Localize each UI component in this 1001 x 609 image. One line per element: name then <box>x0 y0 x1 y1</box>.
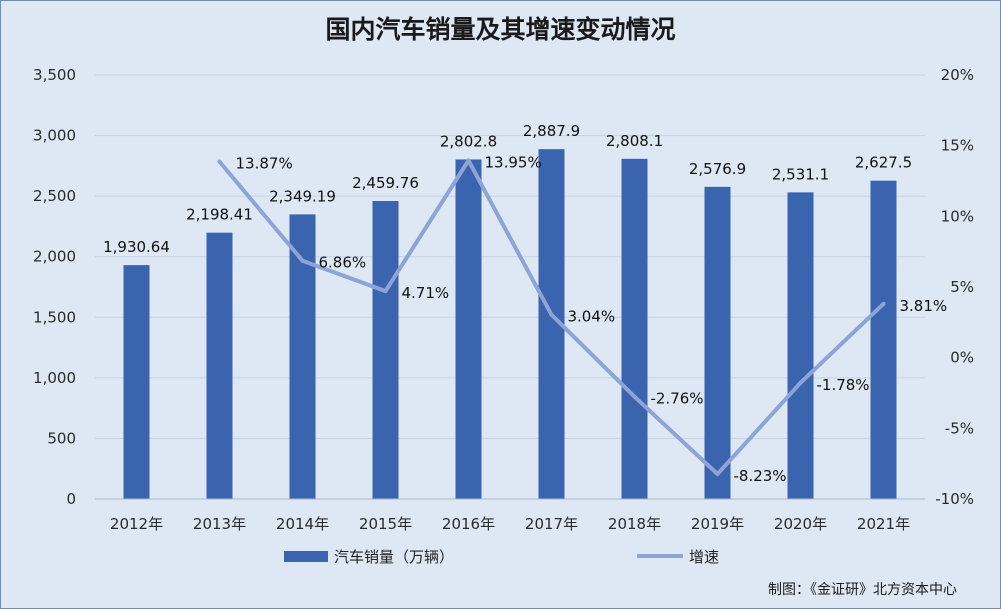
line-point <box>881 301 886 306</box>
right-tick-label: -5% <box>945 419 974 437</box>
line-point <box>632 394 637 399</box>
line-point <box>217 159 222 164</box>
line-data-label: 4.71% <box>402 284 450 302</box>
x-tick-label: 2021年 <box>857 515 910 533</box>
x-axis: 2012年 2013年 2014年 2015年 2016年 2017年 2018年 2019年… <box>95 498 925 533</box>
left-tick-label: 3,000 <box>33 127 76 145</box>
line-data-label: 3.81% <box>900 297 948 315</box>
legend-bar-label: 汽车销量（万辆） <box>334 548 454 566</box>
x-tick-label: 2012年 <box>110 515 163 533</box>
left-tick-label: 3,500 <box>33 66 76 84</box>
bar <box>621 158 648 500</box>
bar-data-label: 2,576.9 <box>689 160 746 178</box>
bar-data-label: 2,531.1 <box>772 165 829 183</box>
chart-title: 国内汽车销量及其增速变动情况 <box>325 15 676 44</box>
line-data-label: 13.95% <box>485 154 542 172</box>
credit-note: 制图：《金证研》北方资本中心 <box>768 582 957 598</box>
bar <box>123 265 150 499</box>
bar-data-label: 2,627.5 <box>855 154 912 172</box>
bar-data-label: 2,459.76 <box>352 174 419 192</box>
line-point <box>466 158 471 163</box>
line-point <box>715 471 720 476</box>
line-point <box>383 289 388 294</box>
bar <box>372 201 399 499</box>
left-tick-label: 0 <box>66 490 76 508</box>
bar-data-labels: 1,930.64 2,198.41 2,349.19 2,459.76 2,802.8 2… <box>103 122 912 256</box>
line-point <box>300 258 305 263</box>
left-tick-label: 2,500 <box>33 187 76 205</box>
x-tick-label: 2015年 <box>359 515 412 533</box>
right-tick-label: 20% <box>941 66 974 84</box>
left-tick-label: 2,000 <box>33 248 76 266</box>
right-axis: -10% -5% 0% 5% 10% 15% 20% <box>935 66 974 508</box>
line-data-label: 3.04% <box>568 308 616 326</box>
bar-series <box>123 149 897 500</box>
line-point <box>798 380 803 385</box>
left-tick-label: 500 <box>47 429 76 447</box>
bar-data-label: 2,198.41 <box>186 206 253 224</box>
bar <box>787 192 814 500</box>
bar-data-label: 1,930.64 <box>103 238 170 256</box>
x-tick-label: 2014年 <box>276 515 329 533</box>
right-tick-label: 15% <box>941 137 974 155</box>
left-tick-label: 1,000 <box>33 369 76 387</box>
line-data-label: 6.86% <box>319 254 367 272</box>
line-point <box>549 312 554 317</box>
line-data-label: 13.87% <box>236 155 293 173</box>
bar <box>870 180 897 499</box>
line-data-label: -1.78% <box>817 376 870 394</box>
x-tick-label: 2019年 <box>691 515 744 533</box>
right-tick-label: 0% <box>950 349 974 367</box>
grid-layer <box>95 74 925 500</box>
legend: 汽车销量（万辆） 增速 <box>284 548 719 566</box>
line-data-label: -2.76% <box>651 390 704 408</box>
right-tick-label: 5% <box>950 278 974 296</box>
bar-data-label: 2,802.8 <box>440 132 497 150</box>
bar <box>289 214 316 499</box>
bar <box>704 186 731 499</box>
line-data-label: -8.23% <box>734 467 787 485</box>
x-tick-label: 2013年 <box>193 515 246 533</box>
x-tick-label: 2017年 <box>525 515 578 533</box>
line-series <box>217 158 886 476</box>
x-tick-label: 2020年 <box>774 515 827 533</box>
x-tick-label: 2016年 <box>442 515 495 533</box>
bar <box>206 232 233 499</box>
x-tick-label: 2018年 <box>608 515 661 533</box>
legend-line-label: 增速 <box>689 548 719 566</box>
line-data-labels: 13.87% 6.86% 4.71% 13.95% 3.04% -2.76% -8.23% -… <box>236 154 948 485</box>
bar <box>455 159 482 499</box>
bar-data-label: 2,887.9 <box>523 122 580 140</box>
right-tick-label: 10% <box>941 207 974 225</box>
right-tick-label: -10% <box>935 490 974 508</box>
left-axis: 0 500 1,000 1,500 2,000 2,500 3,000 3,500 <box>33 66 76 508</box>
bar-data-label: 2,808.1 <box>606 132 663 150</box>
left-tick-label: 1,500 <box>33 308 76 326</box>
legend-bar-swatch <box>284 551 328 562</box>
bar-data-label: 2,349.19 <box>269 187 336 205</box>
